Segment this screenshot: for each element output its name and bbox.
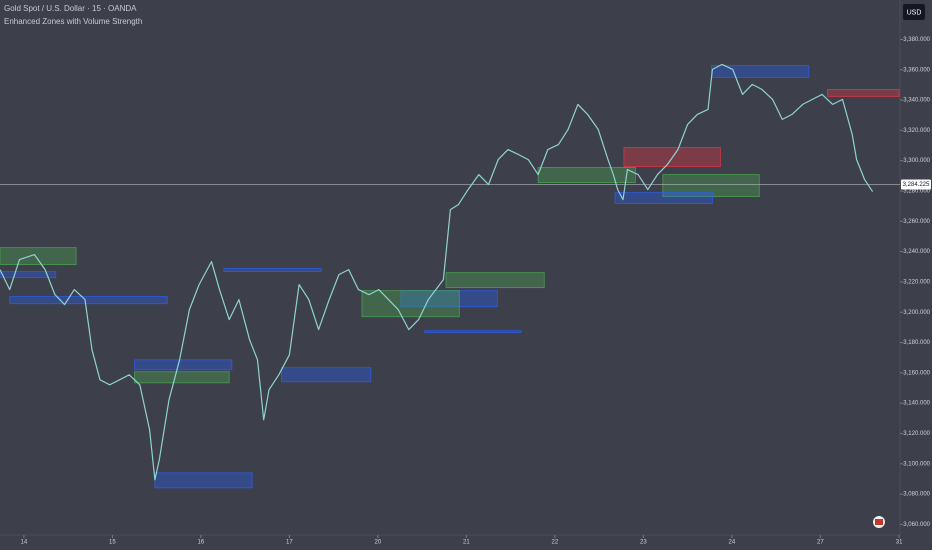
x-tick-label: 17	[286, 540, 293, 546]
zone	[223, 268, 322, 272]
zone	[662, 174, 760, 197]
zone	[134, 359, 233, 371]
y-tick-label: 3,160.000	[903, 370, 930, 376]
x-tick-label: 21	[463, 540, 470, 546]
zone	[281, 367, 372, 383]
x-tick-label: 22	[552, 540, 559, 546]
y-tick-label: 3,120.000	[903, 431, 930, 437]
zone	[134, 371, 230, 384]
y-tick-label: 3,080.000	[903, 492, 930, 498]
y-tick-label: 3,280.000	[903, 189, 930, 195]
x-tick-label: 14	[21, 540, 28, 546]
y-tick-label: 3,200.000	[903, 310, 930, 316]
zone	[424, 330, 522, 334]
zone	[537, 167, 636, 184]
zone	[0, 271, 57, 279]
x-tick-label: 20	[375, 540, 382, 546]
zone	[154, 472, 253, 489]
y-tick-label: 3,360.000	[903, 67, 930, 73]
price-line	[0, 63, 874, 481]
zone	[614, 192, 713, 204]
currency-label[interactable]: USD	[907, 9, 922, 16]
zone	[9, 296, 168, 305]
y-tick-label: 3,180.000	[903, 340, 930, 346]
zone	[361, 290, 460, 318]
chart-title: Gold Spot / U.S. Dollar · 15 · OANDA	[4, 4, 137, 13]
x-tick-label: 16	[198, 540, 205, 546]
x-tick-label: 24	[729, 540, 736, 546]
y-tick-label: 3,380.000	[903, 37, 930, 43]
last-price-box	[901, 179, 931, 190]
x-tick-label: 23	[640, 540, 647, 546]
zone	[711, 65, 810, 78]
y-tick-label: 3,320.000	[903, 128, 930, 134]
chart-subtitle: Enhanced Zones with Volume Strength	[4, 17, 142, 26]
zone	[445, 272, 545, 289]
y-tick-label: 3,260.000	[903, 219, 930, 225]
flag-body[interactable]	[875, 519, 883, 525]
y-tick-label: 3,100.000	[903, 461, 930, 467]
x-tick-label: 27	[817, 540, 824, 546]
zone	[827, 89, 900, 97]
zone	[0, 247, 77, 266]
y-tick-label: 3,140.000	[903, 401, 930, 407]
flag-icon[interactable]	[873, 516, 885, 528]
y-tick-label: 3,340.000	[903, 98, 930, 104]
y-tick-label: 3,240.000	[903, 249, 930, 255]
last-price-label: 3,284.225	[903, 182, 930, 188]
y-tick-label: 3,060.000	[903, 522, 930, 528]
x-tick-label: 31	[896, 540, 903, 546]
x-tick-label: 15	[109, 540, 116, 546]
y-tick-label: 3,300.000	[903, 158, 930, 164]
currency-button[interactable]	[903, 4, 925, 20]
y-tick-label: 3,220.000	[903, 279, 930, 285]
